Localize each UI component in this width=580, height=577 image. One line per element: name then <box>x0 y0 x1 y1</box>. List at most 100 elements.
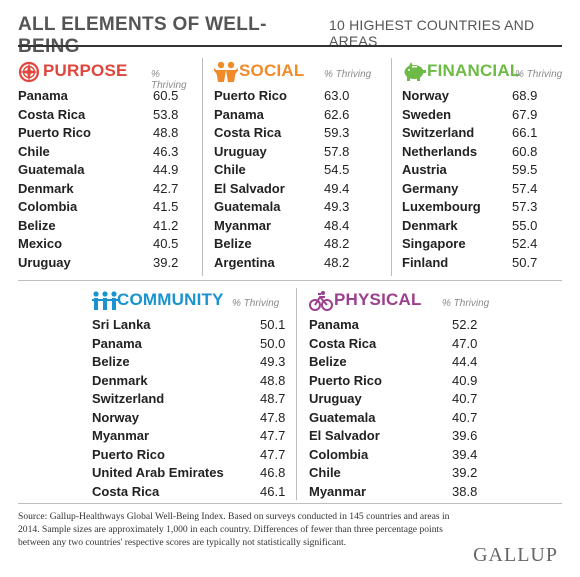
social-section: SOCIAL % Thriving Puerto Rico 63.0 Panama 6… <box>213 57 386 272</box>
table-row: Myanmar 38.8 <box>309 483 499 502</box>
thriving-value: 44.4 <box>452 354 478 369</box>
country-name: Guatemala <box>18 162 85 177</box>
thriving-value: 49.3 <box>260 354 286 369</box>
table-row: Netherlands 60.8 <box>402 143 572 162</box>
table-row: Finland 50.7 <box>402 254 572 273</box>
thriving-value: 39.4 <box>452 446 478 462</box>
physical-title: PHYSICAL <box>334 290 422 309</box>
table-row: United Arab Emirates 46.8 <box>92 464 285 483</box>
gallup-logo: GALLUP <box>473 544 558 566</box>
country-name: Netherlands <box>402 143 478 159</box>
country-name: Belize <box>214 236 252 251</box>
country-name: Finland <box>402 254 449 270</box>
table-row: Norway 68.9 <box>402 87 572 106</box>
table-row: Sri Lanka 50.1 <box>92 316 285 335</box>
country-name: Puerto Rico <box>309 372 382 388</box>
thriving-value: 50.7 <box>512 254 538 270</box>
thriving-value: 60.8 <box>512 143 538 159</box>
country-name: Panama <box>18 88 68 103</box>
country-name: Costa Rica <box>92 483 160 499</box>
country-name: Panama <box>309 317 359 332</box>
social-title: SOCIAL <box>239 61 305 80</box>
table-row: Singapore 52.4 <box>402 235 572 254</box>
table-row: Myanmar 47.7 <box>92 427 286 446</box>
thriving-value: 38.8 <box>452 483 478 499</box>
purpose-thriving-label: % Thriving <box>151 69 187 91</box>
thriving-value: 57.8 <box>324 143 350 159</box>
table-row: Puerto Rico 48.8 <box>18 124 198 143</box>
thriving-value: 59.5 <box>512 162 538 177</box>
country-name: Myanmar <box>92 428 150 443</box>
community-thriving-label: % Thriving <box>232 298 280 309</box>
thriving-value: 48.8 <box>153 125 179 140</box>
table-row: Puerto Rico 47.7 <box>92 446 286 465</box>
thriving-value: 47.7 <box>260 428 286 443</box>
thriving-value: 41.2 <box>153 217 179 233</box>
title-main: ALL ELEMENTS OF WELL-BEING <box>18 14 267 57</box>
table-row: Denmark 48.8 <box>92 372 285 391</box>
table-row: Chile 39.2 <box>309 464 499 483</box>
thriving-value: 39.2 <box>153 254 179 270</box>
country-name: United Arab Emirates <box>92 465 224 480</box>
column-divider <box>202 58 203 276</box>
table-row: Uruguay 39.2 <box>18 254 198 273</box>
country-name: Puerto Rico <box>214 88 287 103</box>
country-name: Uruguay <box>309 391 362 406</box>
thriving-value: 48.2 <box>324 236 350 251</box>
thriving-value: 48.2 <box>324 254 350 270</box>
two-people-icon <box>213 61 239 83</box>
thriving-value: 48.4 <box>324 217 350 233</box>
community-section: COMMUNITY % Thriving Sri Lanka 50.1 Panama… <box>92 286 286 501</box>
country-name: Switzerland <box>92 391 165 406</box>
country-name: Uruguay <box>214 143 267 159</box>
thriving-value: 53.8 <box>153 106 179 122</box>
country-name: Luxembourg <box>402 199 481 214</box>
thriving-value: 39.2 <box>452 465 478 480</box>
community-title: COMMUNITY <box>117 290 224 309</box>
country-name: Uruguay <box>18 254 71 270</box>
country-name: Denmark <box>92 372 148 388</box>
thriving-value: 42.7 <box>153 180 179 196</box>
piggy-bank-icon <box>402 61 426 83</box>
thriving-value: 40.5 <box>153 236 179 251</box>
purpose-title: PURPOSE <box>43 61 128 80</box>
title-rule <box>18 45 562 47</box>
table-row: Panama 52.2 <box>309 316 499 335</box>
country-name: Guatemala <box>309 409 376 425</box>
country-name: Denmark <box>18 180 74 196</box>
thriving-value: 52.2 <box>452 317 478 332</box>
country-name: Austria <box>402 162 447 177</box>
thriving-value: 46.1 <box>260 483 286 499</box>
footer-divider <box>18 503 562 504</box>
table-row: Germany 57.4 <box>402 180 572 199</box>
table-row: Luxembourg 57.3 <box>402 198 572 217</box>
table-row: Chile 46.3 <box>18 143 198 162</box>
country-name: Chile <box>18 143 50 159</box>
table-row: Guatemala 40.7 <box>309 409 499 428</box>
financial-title: FINANCIAL <box>427 61 521 80</box>
physical-section: PHYSICAL % Thriving Panama 52.2 Costa Rica… <box>309 286 499 501</box>
table-row: Belize 44.4 <box>309 353 499 372</box>
table-row: Uruguay 57.8 <box>214 143 386 162</box>
thriving-value: 40.7 <box>452 391 478 406</box>
community-people-icon <box>92 290 118 312</box>
row-divider <box>18 280 562 281</box>
financial-section: FINANCIAL % Thriving Norway 68.9 Sweden 67.… <box>402 57 572 272</box>
thriving-value: 48.7 <box>260 391 286 406</box>
table-row: Panama 60.5 <box>18 87 198 106</box>
thriving-value: 47.7 <box>260 446 286 462</box>
thriving-value: 62.6 <box>324 106 350 122</box>
thriving-value: 60.5 <box>153 88 179 103</box>
table-row: Costa Rica 59.3 <box>214 124 386 143</box>
table-row: Panama 50.0 <box>92 335 285 354</box>
table-row: Uruguay 40.7 <box>309 390 499 409</box>
thriving-value: 46.3 <box>153 143 179 159</box>
thriving-value: 49.4 <box>324 180 350 196</box>
source-note: Source: Gallup-Healthways Global Well-Be… <box>18 511 450 548</box>
country-name: El Salvador <box>309 428 380 443</box>
thriving-value: 59.3 <box>324 125 350 140</box>
country-name: Mexico <box>18 236 63 251</box>
table-row: El Salvador 39.6 <box>309 427 499 446</box>
table-row: Costa Rica 47.0 <box>309 335 499 354</box>
table-row: Sweden 67.9 <box>402 106 572 125</box>
